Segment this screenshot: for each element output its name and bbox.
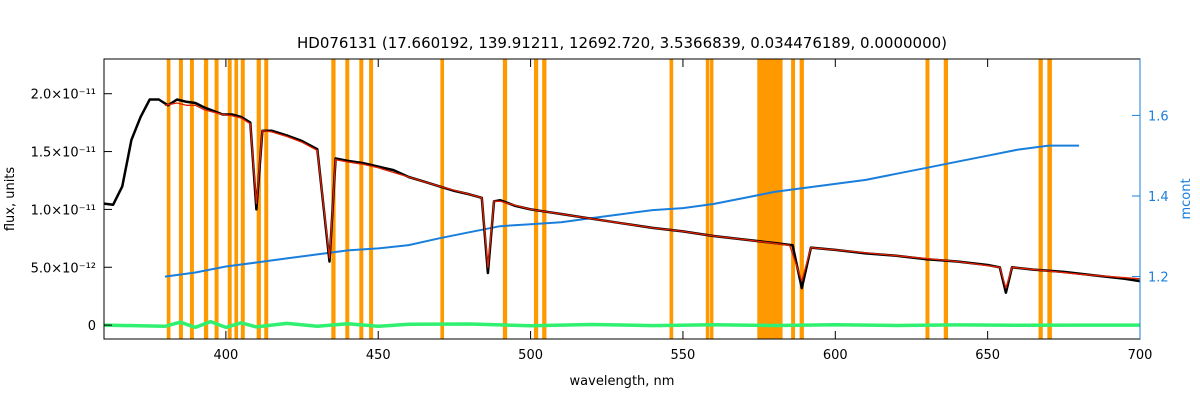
masked-region-11: [345, 59, 350, 339]
masked-region-6: [234, 59, 239, 339]
x-tick-label-5: 650: [975, 348, 1000, 363]
x-tick-label-4: 600: [823, 348, 848, 363]
chart-title: HD076131 (17.660192, 139.91211, 12692.72…: [297, 34, 947, 52]
masked-region-22: [791, 59, 796, 339]
y-tick-label-4: 2.0×10⁻¹¹: [31, 88, 96, 103]
masked-region-5: [227, 59, 232, 339]
masked-region-12: [359, 59, 364, 339]
y-tick-label-1: 5.0×10⁻¹²: [31, 261, 96, 276]
y-axis-label: flux, units: [3, 167, 18, 232]
masked-regions: [166, 59, 1052, 339]
masked-region-4: [214, 59, 219, 339]
series-layer: [103, 98, 1141, 330]
axes: 400 450 500 550 600 650 700 0 5.0×10⁻¹² 1.0×10⁻¹¹…: [31, 59, 1169, 363]
masked-region-19: [705, 59, 710, 339]
masked-region-1: [178, 59, 183, 339]
masked-region-25: [943, 59, 949, 339]
x-tick-label-0: 400: [213, 348, 238, 363]
model-series-line: [164, 102, 1141, 289]
masked-region-8: [256, 59, 261, 339]
masked-region-13: [369, 59, 374, 339]
x-tick-label-1: 450: [366, 348, 391, 363]
masked-region-26: [1038, 59, 1043, 339]
y-tick-label-0: 0: [88, 319, 96, 334]
y-axis-right-label: mcont: [1179, 178, 1194, 219]
masked-region-27: [1047, 59, 1052, 339]
masked-region-24: [925, 59, 930, 339]
y-tick-label-3: 1.5×10⁻¹¹: [31, 146, 96, 161]
masked-region-0: [166, 59, 171, 339]
residual-series-line: [103, 319, 1140, 330]
masked-region-15: [502, 59, 508, 339]
y-right-tick-label-1: 1.4: [1148, 190, 1169, 205]
y-right-tick-label-0: 1.2: [1148, 271, 1169, 286]
masked-region-21: [757, 59, 783, 339]
masked-region-9: [264, 59, 269, 339]
x-tick-label-2: 500: [518, 348, 543, 363]
masked-region-23: [799, 59, 804, 339]
masked-region-3: [203, 59, 209, 339]
x-tick-label-6: 700: [1128, 348, 1153, 363]
masked-region-17: [542, 59, 547, 339]
masked-region-2: [189, 59, 194, 339]
masked-region-7: [240, 59, 245, 339]
masked-region-14: [440, 59, 445, 339]
y-tick-label-2: 1.0×10⁻¹¹: [31, 203, 96, 218]
x-tick-label-3: 550: [671, 348, 696, 363]
masked-region-18: [669, 59, 674, 339]
x-axis-label: wavelength, nm: [570, 374, 675, 389]
masked-region-20: [710, 59, 714, 339]
mcont-series-line: [164, 144, 1080, 278]
masked-region-16: [533, 59, 539, 339]
y-right-tick-label-2: 1.6: [1148, 109, 1169, 124]
